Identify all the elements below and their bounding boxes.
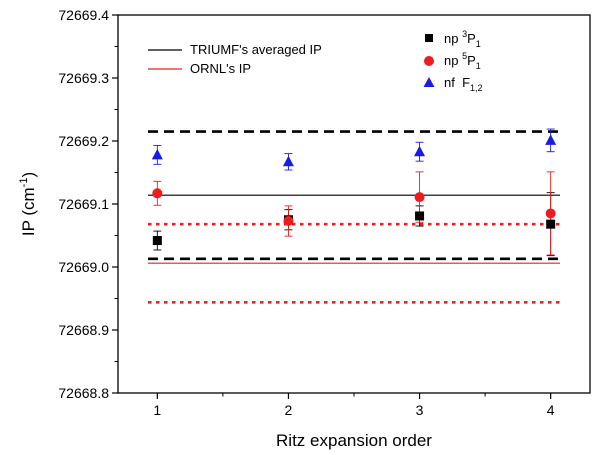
y-tick-label: 72669.2 <box>58 133 109 149</box>
y-axis-title-main: IP (cm <box>19 187 38 236</box>
x-tick-label: 1 <box>153 402 161 418</box>
x-tick-label: 2 <box>285 402 293 418</box>
y-axis-title: IP (cm-1) <box>18 172 38 236</box>
legend-np5p1-sup: 5 <box>462 51 467 61</box>
y-tick-label: 72668.9 <box>58 322 109 338</box>
legend-markers: np 3P1 np 5P1 nf F1,2 <box>423 29 483 93</box>
x-axis: 1 2 3 4 <box>153 393 555 418</box>
legend-lines: TRIUMF's averaged IP ORNL's IP <box>148 42 322 76</box>
data-point-circle <box>545 208 556 219</box>
x-axis-title: Ritz expansion order <box>276 431 432 450</box>
legend-square-marker <box>425 34 433 42</box>
data-point-triangle <box>545 134 557 145</box>
legend-label-np5p1: np 5P1 <box>444 51 481 71</box>
legend-triangle-marker <box>423 77 435 87</box>
error-bars <box>153 128 555 257</box>
y-axis-title-superscript: -1 <box>18 178 30 188</box>
data-point-circle <box>414 192 425 203</box>
legend-np5p1-prefix: np <box>444 53 462 68</box>
legend-nff12-main: F <box>462 75 470 90</box>
data-point-triangle <box>414 145 426 157</box>
legend-np5p1-sub: 1 <box>476 61 481 71</box>
legend-np3p1-prefix: np <box>444 31 462 46</box>
y-axis: 72668.8 72668.9 72669.0 72669.1 72669.2 72669… <box>58 7 118 401</box>
x-tick-label: 3 <box>416 402 424 418</box>
y-axis-title-close: ) <box>19 172 38 178</box>
data-point-circle <box>152 188 163 199</box>
legend-nff12-prefix: nf <box>444 75 462 90</box>
reference-lines <box>148 130 560 304</box>
y-tick-label: 72669.0 <box>58 259 109 275</box>
y-tick-label: 72669.4 <box>58 7 109 23</box>
data-point-square <box>546 219 556 229</box>
y-tick-label: 72669.1 <box>58 196 109 212</box>
data-point-square <box>152 236 162 246</box>
data-point-circle <box>283 216 294 227</box>
legend-label-np3p1: np 3P1 <box>444 29 481 49</box>
y-tick-label: 72668.8 <box>58 385 109 401</box>
data-markers <box>151 134 557 246</box>
legend-nff12-sub: 1,2 <box>470 83 483 93</box>
plot-frame <box>117 14 591 394</box>
legend-label-nff12: nf F1,2 <box>444 75 483 93</box>
data-point-triangle <box>282 155 294 167</box>
legend-np3p1-sub: 1 <box>476 39 481 49</box>
data-point-triangle <box>151 148 163 160</box>
legend-label-triumf: TRIUMF's averaged IP <box>190 42 322 57</box>
legend-circle-marker <box>424 56 434 66</box>
legend-np3p1-sup: 3 <box>462 29 467 39</box>
data-point-square <box>415 211 425 221</box>
y-tick-label: 72669.3 <box>58 70 109 86</box>
legend-np5p1-main: P <box>467 53 476 68</box>
legend-np3p1-main: P <box>467 31 476 46</box>
x-tick-label: 4 <box>547 402 555 418</box>
legend-label-ornl: ORNL's IP <box>190 61 251 76</box>
